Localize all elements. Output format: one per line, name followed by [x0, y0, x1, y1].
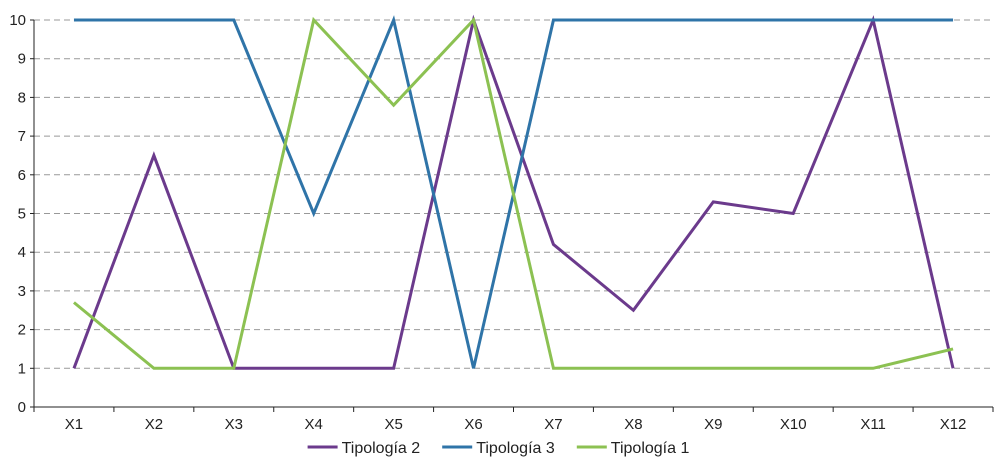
x-tick-label: X12 [940, 416, 967, 433]
legend-item-1: Tipología 2 [307, 440, 421, 457]
y-tick-label: 4 [18, 244, 26, 261]
legend-label: Tipología 2 [342, 440, 421, 457]
x-tick-label: X2 [145, 416, 163, 433]
y-tick-label: 0 [18, 399, 26, 416]
x-tick-label: X5 [384, 416, 402, 433]
legend-item-3: Tipología 1 [576, 440, 690, 457]
series-line-1 [72, 14, 955, 370]
y-tick-label: 3 [18, 283, 26, 300]
y-tick-label: 2 [18, 322, 26, 339]
x-tick-label: X9 [704, 416, 722, 433]
y-tick-label: 8 [18, 89, 26, 106]
x-tick-label: X1 [65, 416, 83, 433]
x-tick-label: X10 [780, 416, 807, 433]
x-tick-label: X4 [305, 416, 323, 433]
legend-label: Tipología 3 [476, 440, 555, 457]
grid-lines [30, 19, 993, 408]
y-tick-label: 1 [18, 360, 26, 377]
legend-item-2: Tipología 3 [442, 440, 555, 457]
x-tick-label: X3 [225, 416, 243, 433]
x-tick-label: X7 [544, 416, 562, 433]
x-tick-labels: X1 X2 X3 X4 X5 X6 X7 X8 X9 X10 X11 X12 [33, 407, 994, 433]
y-tick-label: 9 [18, 51, 26, 68]
series-line-3 [73, 16, 954, 370]
x-tick-label: X6 [464, 416, 482, 433]
y-tick-label: 5 [18, 206, 26, 223]
y-tick-label: 6 [18, 167, 26, 184]
y-tick-label: 10 [9, 12, 26, 29]
y-tick-labels: 0 1 2 3 4 5 6 7 8 9 10 [9, 12, 26, 416]
x-tick-label: X11 [860, 416, 886, 433]
legend-label: Tipología 1 [611, 440, 690, 457]
series-lines [72, 14, 955, 370]
legend: Tipología 2 Tipología 3 Tipología 1 [307, 440, 690, 457]
x-tick-label: X8 [624, 416, 642, 433]
y-tick-label: 7 [18, 128, 26, 145]
